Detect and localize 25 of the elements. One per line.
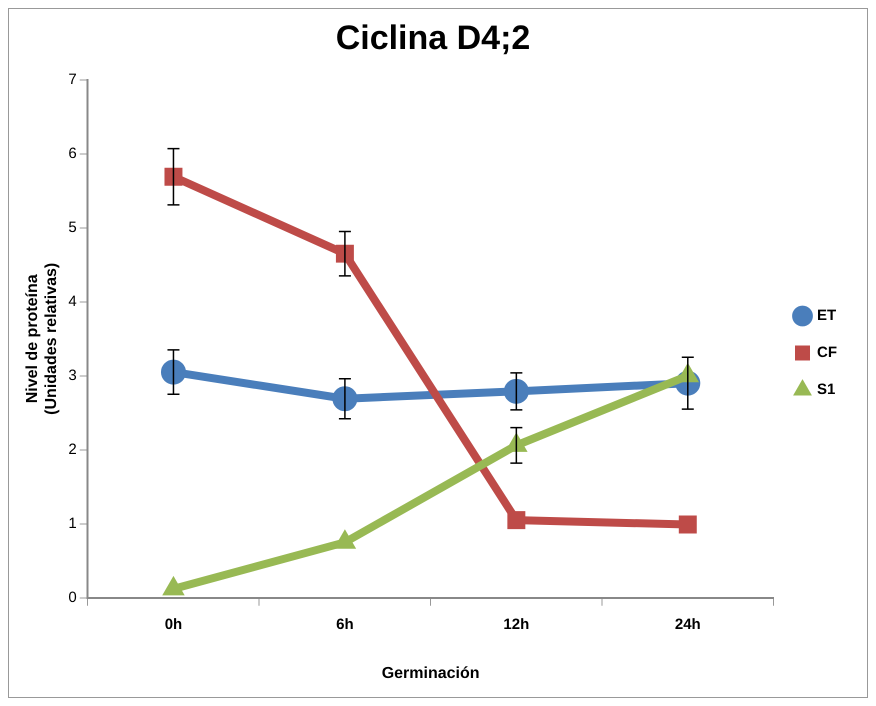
y-tick-label: 4: [68, 292, 77, 310]
legend-label: ET: [817, 307, 836, 324]
x-tick-label: 6h: [336, 616, 354, 633]
x-tick-label: 24h: [674, 616, 701, 633]
legend-label: CF: [817, 344, 838, 362]
point: [507, 511, 526, 530]
y-tick-label: 7: [68, 70, 77, 88]
y-tick-label: 3: [68, 366, 77, 384]
point: [504, 378, 529, 404]
y-tick-label: 1: [68, 514, 77, 532]
y-tick-label: 5: [68, 218, 77, 236]
point: [160, 360, 186, 385]
point: [332, 386, 358, 412]
y-tick-label: 6: [68, 144, 77, 162]
y-tick-label: 2: [68, 440, 77, 458]
y-tick-label: 0: [68, 588, 77, 606]
x-tick-label: 12h: [503, 616, 530, 633]
point: [164, 168, 182, 186]
y-axis-title: Nivel de proteína (Unidades relativas): [24, 262, 60, 415]
x-axis-title: Germinación: [382, 664, 480, 682]
x-tick-label: 0h: [164, 616, 182, 633]
legend-label: S1: [817, 381, 836, 398]
point: [678, 516, 697, 534]
chart-title: Ciclina D4;2: [336, 18, 530, 57]
point: [336, 244, 354, 263]
